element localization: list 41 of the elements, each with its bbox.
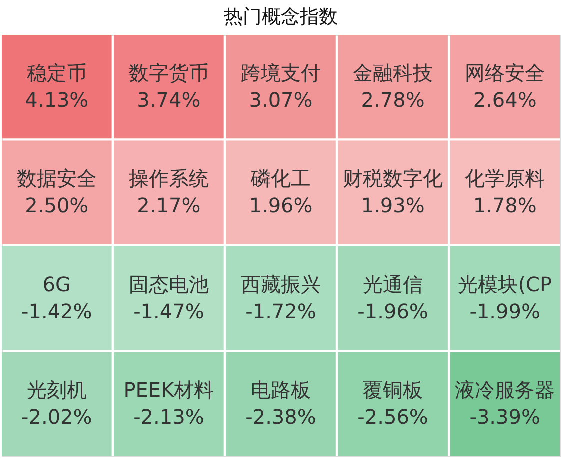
data-label: 3.74% xyxy=(137,88,201,112)
data-label: -1.96% xyxy=(358,299,428,324)
data-label: -2.56% xyxy=(358,405,428,430)
annotation: 金融科技 xyxy=(353,60,434,85)
data-label: 4.13% xyxy=(25,88,89,112)
annotation: 液冷服务器 xyxy=(455,378,556,402)
data-label: -1.42% xyxy=(22,299,92,324)
annotation: 网络安全 xyxy=(465,60,546,85)
data-label: -2.02% xyxy=(22,405,92,430)
annotation: 电路板 xyxy=(251,378,311,402)
annotation: 数据安全 xyxy=(16,166,97,191)
annotation: 光刻机 xyxy=(26,378,87,402)
annotation: 覆铜板 xyxy=(363,378,424,402)
data-label: 3.07% xyxy=(249,88,313,112)
data-label: -3.39% xyxy=(470,405,540,430)
data-label: -1.47% xyxy=(134,299,204,324)
annotation: 数字货币 xyxy=(128,60,209,85)
data-label: 2.17% xyxy=(137,194,201,218)
data-label: 1.96% xyxy=(249,194,313,218)
data-label: 2.50% xyxy=(25,194,89,218)
data-label: 2.78% xyxy=(361,88,425,112)
annotation: 稳定币 xyxy=(26,60,87,85)
data-label: -1.72% xyxy=(246,299,316,324)
annotation: 操作系统 xyxy=(128,166,209,191)
data-label: 2.64% xyxy=(473,88,537,112)
annotation: 固态电池 xyxy=(128,272,209,296)
annotation: 财税数字化 xyxy=(343,166,444,191)
chart-title: 热门概念指数 xyxy=(224,6,338,28)
annotation: 化学原料 xyxy=(465,166,546,191)
annotation: 光模块(CP xyxy=(458,272,552,296)
annotation: 西藏振兴 xyxy=(241,272,321,296)
data-label: 1.93% xyxy=(361,194,425,218)
data-label: -2.38% xyxy=(246,405,316,430)
annotation: 跨境支付 xyxy=(241,60,321,85)
annotation: PEEK材料 xyxy=(124,378,214,402)
data-label: -2.13% xyxy=(134,405,204,430)
data-label: -1.99% xyxy=(470,299,540,324)
annotation: 光通信 xyxy=(363,272,424,296)
annotation: 6G xyxy=(42,272,72,296)
data-label: 1.78% xyxy=(473,194,537,218)
annotation: 磷化工 xyxy=(250,166,311,191)
